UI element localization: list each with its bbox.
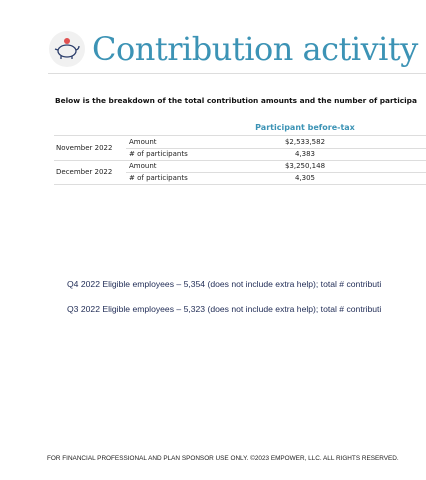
note: Q4 2022 Eligible employees – 5,354 (does…: [67, 279, 382, 289]
table-line: [54, 160, 426, 161]
intro-text: Below is the breakdown of the total cont…: [55, 96, 417, 105]
table-line: [126, 148, 426, 149]
row-label: # of participants: [129, 150, 188, 158]
page-title: Contribution activity: [92, 30, 418, 68]
row-label: Amount: [129, 138, 157, 146]
row-value: 4,305: [294, 174, 316, 182]
row-value: 4,383: [294, 150, 316, 158]
period-label: November 2022: [56, 144, 113, 152]
row-value: $2,533,582: [284, 138, 326, 146]
period-label: December 2022: [56, 168, 113, 176]
table-line: [54, 184, 426, 185]
column-header: Participant before-tax: [255, 123, 355, 132]
piggy-icon: [49, 31, 85, 67]
row-value: $3,250,148: [284, 162, 326, 170]
divider: [48, 73, 426, 74]
table-line: [126, 172, 426, 173]
table-line: [54, 135, 426, 136]
row-label: # of participants: [129, 174, 188, 182]
row-label: Amount: [129, 162, 157, 170]
note: Q3 2022 Eligible employees – 5,323 (does…: [67, 304, 382, 314]
footer: FOR FINANCIAL PROFESSIONAL AND PLAN SPON…: [47, 455, 399, 462]
